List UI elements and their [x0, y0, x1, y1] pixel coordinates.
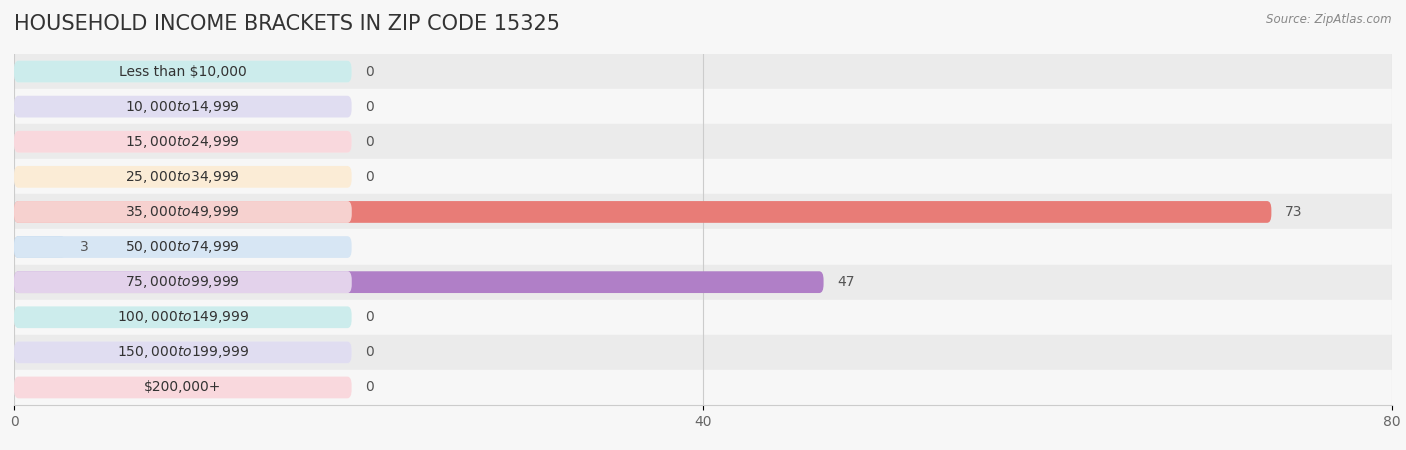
FancyBboxPatch shape — [14, 306, 352, 328]
Text: $50,000 to $74,999: $50,000 to $74,999 — [125, 239, 240, 255]
FancyBboxPatch shape — [14, 201, 352, 223]
Bar — [14, 194, 1392, 230]
Text: $100,000 to $149,999: $100,000 to $149,999 — [117, 309, 249, 325]
FancyBboxPatch shape — [14, 96, 352, 117]
FancyBboxPatch shape — [14, 166, 352, 188]
Bar — [14, 300, 1392, 335]
Bar — [14, 230, 1392, 265]
FancyBboxPatch shape — [14, 342, 352, 363]
Text: 0: 0 — [366, 380, 374, 395]
FancyBboxPatch shape — [14, 236, 352, 258]
Text: $15,000 to $24,999: $15,000 to $24,999 — [125, 134, 240, 150]
Text: $200,000+: $200,000+ — [145, 380, 222, 395]
Bar — [14, 54, 1392, 89]
FancyBboxPatch shape — [14, 271, 824, 293]
FancyBboxPatch shape — [14, 236, 66, 258]
Text: 0: 0 — [366, 135, 374, 149]
Text: 0: 0 — [366, 310, 374, 324]
Bar — [14, 265, 1392, 300]
FancyBboxPatch shape — [14, 236, 352, 258]
FancyBboxPatch shape — [14, 201, 1271, 223]
FancyBboxPatch shape — [14, 342, 352, 363]
FancyBboxPatch shape — [14, 131, 352, 153]
Bar — [14, 370, 1392, 405]
Text: $150,000 to $199,999: $150,000 to $199,999 — [117, 344, 249, 360]
FancyBboxPatch shape — [14, 377, 352, 398]
FancyBboxPatch shape — [14, 61, 352, 82]
Bar — [14, 335, 1392, 370]
Text: 0: 0 — [366, 99, 374, 114]
Text: $25,000 to $34,999: $25,000 to $34,999 — [125, 169, 240, 185]
Text: $35,000 to $49,999: $35,000 to $49,999 — [125, 204, 240, 220]
Text: Less than $10,000: Less than $10,000 — [120, 64, 246, 79]
FancyBboxPatch shape — [14, 271, 352, 293]
FancyBboxPatch shape — [14, 166, 352, 188]
Bar — [14, 124, 1392, 159]
Text: HOUSEHOLD INCOME BRACKETS IN ZIP CODE 15325: HOUSEHOLD INCOME BRACKETS IN ZIP CODE 15… — [14, 14, 560, 33]
Text: 0: 0 — [366, 345, 374, 360]
Text: 47: 47 — [838, 275, 855, 289]
Text: Source: ZipAtlas.com: Source: ZipAtlas.com — [1267, 14, 1392, 27]
FancyBboxPatch shape — [14, 131, 352, 153]
FancyBboxPatch shape — [14, 96, 352, 117]
FancyBboxPatch shape — [14, 271, 352, 293]
Bar — [14, 159, 1392, 194]
FancyBboxPatch shape — [14, 306, 352, 328]
Text: 73: 73 — [1285, 205, 1302, 219]
Bar — [14, 89, 1392, 124]
FancyBboxPatch shape — [14, 377, 352, 398]
Text: 0: 0 — [366, 170, 374, 184]
FancyBboxPatch shape — [14, 201, 352, 223]
Text: $10,000 to $14,999: $10,000 to $14,999 — [125, 99, 240, 115]
FancyBboxPatch shape — [14, 61, 352, 82]
Text: 3: 3 — [80, 240, 89, 254]
Text: $75,000 to $99,999: $75,000 to $99,999 — [125, 274, 240, 290]
Text: 0: 0 — [366, 64, 374, 79]
